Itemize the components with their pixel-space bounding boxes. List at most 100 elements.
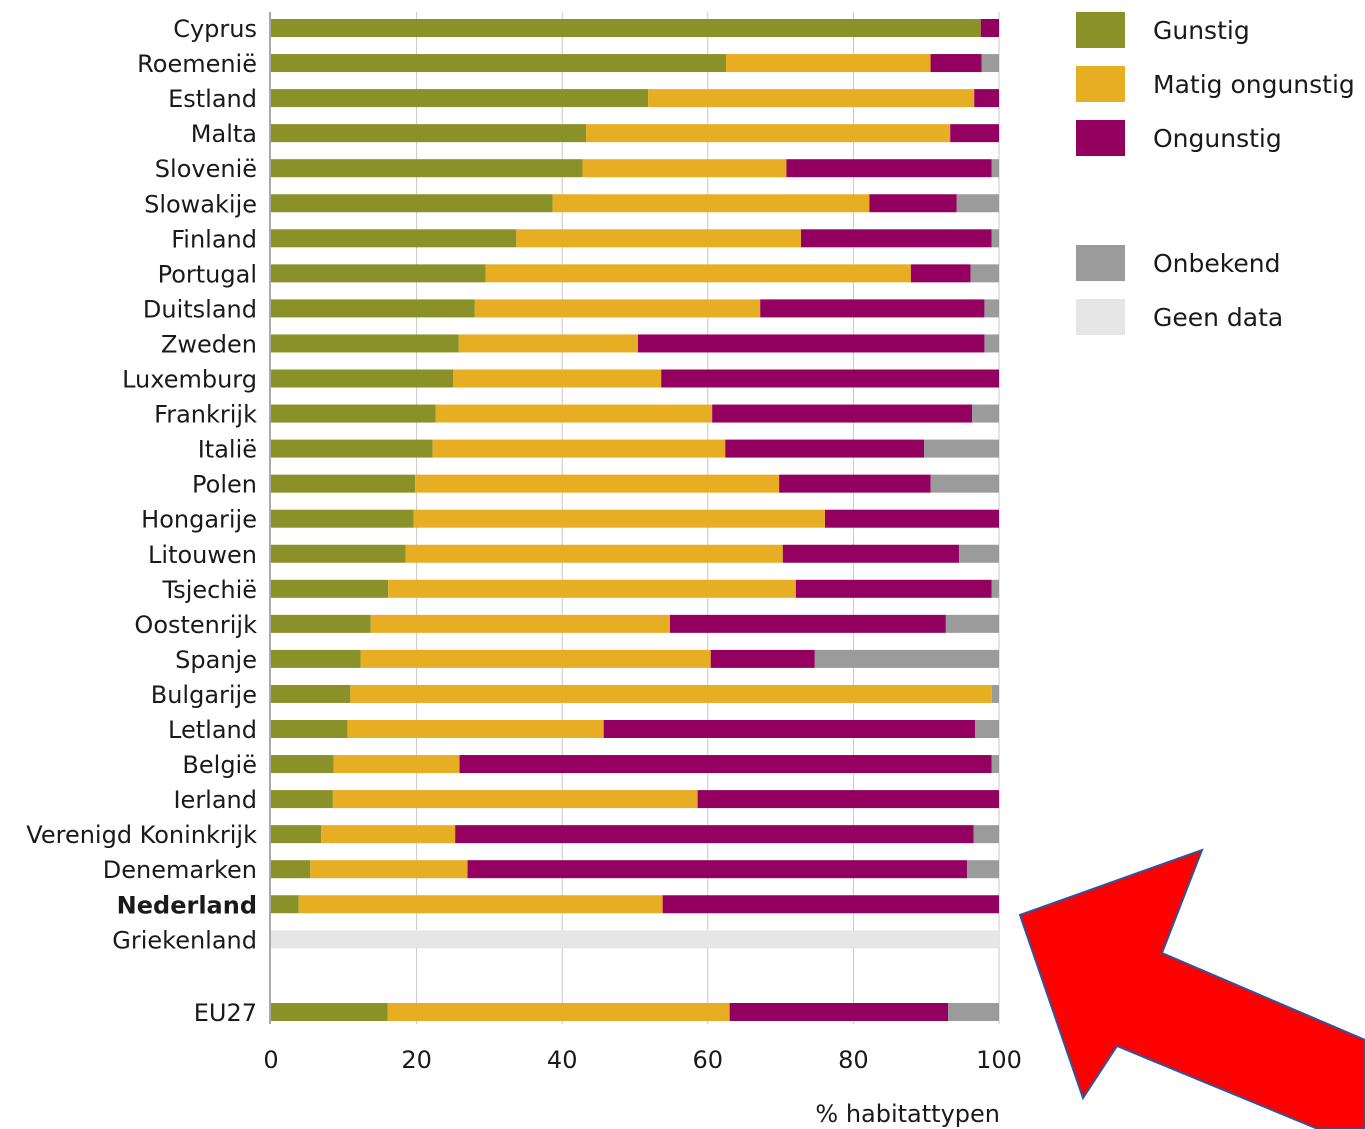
bar-frankrijk-gunstig [271,404,436,423]
bar-belgië-ongunstig [459,755,992,774]
category-label: Finland [171,225,257,253]
bar-letland-onbekend [974,720,999,738]
category-label: Oostenrijk [134,611,257,639]
bar-bulgarije-matig-ongunstig [350,684,992,703]
category-label: Italië [198,436,257,464]
bar-bulgarije-onbekend [991,684,999,703]
legend: Gunstig Matig ongunstig Ongunstig Onbekend G… [1076,12,1355,335]
bar-spanje-gunstig [271,649,361,668]
category-labels: Cyprus Roemenië Estland Malta Slovenië Slowak… [26,15,257,1027]
legend-swatch [1076,245,1125,281]
bar-litouwen-onbekend [958,544,999,563]
red-arrow-annotation [1018,848,1365,1129]
bar-slowakije-ongunstig [869,194,957,213]
bar-belgië-onbekend [991,755,999,774]
category-label: Bulgarije [151,681,257,709]
bar-zweden-ongunstig [637,334,985,353]
bar-luxemburg-matig-ongunstig [453,369,662,388]
bar-polen-ongunstig [779,474,931,493]
bar-roemenië-matig-ongunstig [726,54,931,73]
bar-verenigd-koninkrijk-ongunstig [455,825,974,844]
bar-ierland-ongunstig [697,790,999,809]
bar-hongarije-gunstig [271,509,414,528]
legend-label: Matig ongunstig [1153,70,1355,99]
bar-ierland-matig-ongunstig [332,790,698,809]
bar-ierland-gunstig [271,790,333,809]
bar-oostenrijk-matig-ongunstig [370,614,670,633]
bar-finland-gunstig [271,229,517,248]
category-label: Slovenië [155,155,257,183]
category-label: Zweden [161,330,257,358]
bar-portugal-gunstig [271,264,486,283]
legend-item: Onbekend [1076,245,1280,281]
bar-eu27-ongunstig [729,1003,949,1021]
legend-item: Geen data [1076,299,1283,335]
bar-nederland-ongunstig [662,895,999,914]
legend-item: Gunstig [1076,12,1250,48]
bar-italië-onbekend [924,439,999,458]
bar-luxemburg-gunstig [271,369,453,388]
bar-denemarken-onbekend [966,860,999,879]
category-label: Cyprus [173,15,257,43]
bar-denemarken-matig-ongunstig [310,860,468,879]
bar-letland-ongunstig [603,720,975,738]
bar-roemenië-gunstig [271,54,726,73]
x-axis: 0 20 40 60 80 100 [263,1046,1022,1074]
bar-frankrijk-ongunstig [712,404,973,423]
bar-portugal-ongunstig [910,264,971,283]
bar-slovenië-gunstig [271,159,583,178]
legend-label: Gunstig [1153,16,1250,45]
bar-hongarije-matig-ongunstig [413,509,826,528]
bar-slowakije-matig-ongunstig [552,194,870,213]
bar-nederland-gunstig [271,895,299,914]
bar-nederland-matig-ongunstig [298,895,663,914]
x-tick-label: 60 [693,1046,724,1074]
category-label: Portugal [158,260,257,288]
bar-italië-ongunstig [725,439,925,458]
bar-litouwen-gunstig [271,544,406,563]
legend-label: Onbekend [1153,249,1280,278]
bar-litouwen-ongunstig [782,544,959,563]
bar-belgië-matig-ongunstig [333,755,460,774]
bar-spanje-onbekend [814,649,999,668]
category-label: Hongarije [141,506,257,534]
category-label: België [182,751,257,779]
bar-slowakije-onbekend [956,194,999,213]
bar-cyprus-ongunstig [980,19,999,37]
bar-eu27-onbekend [948,1003,999,1021]
legend-label: Ongunstig [1153,124,1282,153]
legend-swatch [1076,66,1125,102]
x-tick-label: 20 [401,1046,432,1074]
legend-item: Matig ongunstig [1076,66,1355,102]
bar-tsjechië-ongunstig [795,579,992,598]
category-label: Roemenië [137,50,257,78]
x-tick-label: 100 [976,1046,1022,1074]
category-label: EU27 [194,999,257,1027]
bar-finland-onbekend [991,229,999,248]
category-label: Tsjechië [162,576,257,604]
bar-tsjechië-onbekend [991,579,999,598]
category-label: Griekenland [112,926,257,954]
bar-bulgarije-gunstig [271,684,351,703]
bar-oostenrijk-onbekend [945,614,999,633]
category-label: Nederland [117,891,257,919]
bar-italië-gunstig [271,439,433,458]
bar-finland-ongunstig [800,229,992,248]
bar-verenigd-koninkrijk-onbekend [973,825,999,844]
bar-letland-matig-ongunstig [347,720,604,738]
bar-slovenië-onbekend [991,159,999,178]
bar-finland-matig-ongunstig [516,229,801,248]
bar-denemarken-gunstig [271,860,311,879]
bar-cyprus-gunstig [271,19,981,37]
bar-griekenland-geen-data [271,930,999,949]
bar-polen-matig-ongunstig [415,474,780,493]
bar-denemarken-ongunstig [467,860,967,879]
bar-roemenië-ongunstig [930,54,982,73]
x-tick-label: 40 [547,1046,578,1074]
bar-polen-onbekend [930,474,999,493]
bar-hongarije-ongunstig [825,509,999,528]
bars [271,19,999,1021]
legend-swatch [1076,299,1125,335]
bar-slovenië-matig-ongunstig [582,159,787,178]
bar-estland-ongunstig [974,89,999,108]
